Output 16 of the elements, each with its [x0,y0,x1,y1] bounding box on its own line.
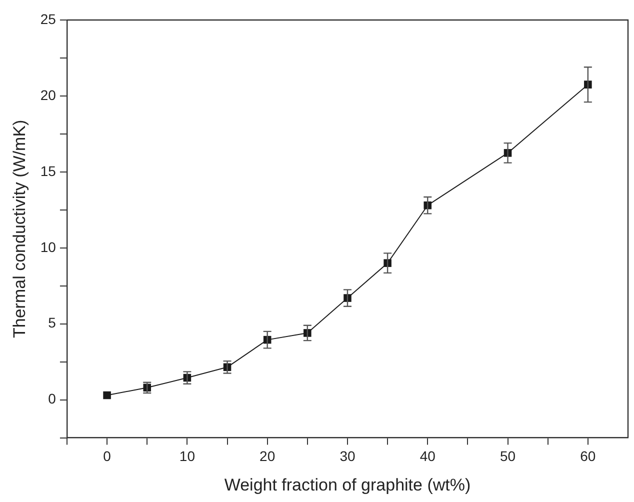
x-tick-label: 10 [179,448,196,464]
y-tick-label: 0 [48,390,56,407]
x-tick-label: 60 [580,448,596,464]
x-tick-label: 40 [420,448,436,464]
y-tick-label: 5 [48,314,56,331]
x-tick-label: 0 [103,448,112,464]
x-tick-label: 30 [340,448,356,464]
y-axis-title: Thermal conductivity (W/mK) [10,120,29,338]
x-tick-label: 20 [260,448,276,464]
y-tick-label: 10 [40,238,56,255]
x-tick-label: 50 [500,448,516,464]
y-tick-label: 20 [40,86,56,103]
y-tick-label: 15 [40,162,56,179]
y-tick-label: 25 [40,10,56,27]
point [103,391,111,400]
x-axis-title: Weight fraction of graphite (wt%) [224,475,471,494]
